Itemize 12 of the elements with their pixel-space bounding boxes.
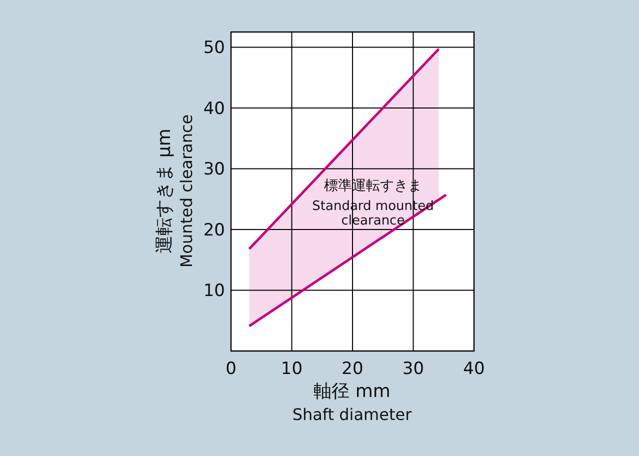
x-tick-label: 30 — [402, 359, 424, 379]
x-tick-label: 10 — [280, 359, 303, 379]
y-tick-label: 30 — [203, 160, 225, 180]
x-tick-label: 0 — [226, 359, 236, 379]
x-tick-label: 20 — [342, 359, 364, 379]
y-tick-label: 20 — [203, 220, 225, 240]
y-axis-title: 運転すきま μm Mounted clearance — [154, 114, 196, 268]
x-axis-title: 軸径 mm Shaft diameter — [292, 381, 412, 424]
x-tick-label: 40 — [463, 359, 485, 379]
y-tick-label: 10 — [203, 281, 225, 302]
y-tick-label: 40 — [203, 98, 225, 119]
y-tick-label: 50 — [203, 38, 225, 58]
